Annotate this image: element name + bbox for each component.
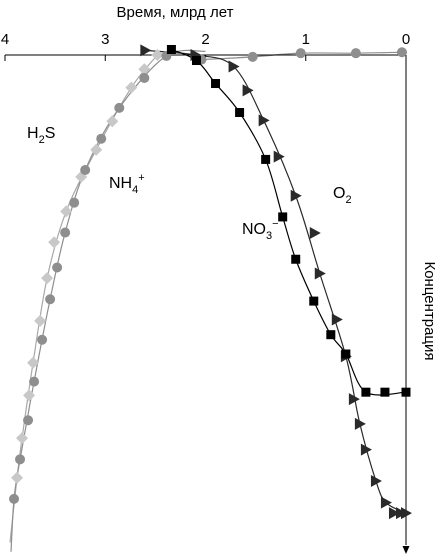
- point-h2s: [138, 63, 151, 76]
- point-no3: [211, 79, 221, 89]
- series-label-no3: NO3−: [242, 218, 279, 242]
- x-tick-label: 0: [402, 31, 410, 48]
- point-nh4: [9, 493, 20, 504]
- point-o2-gray-segment: [295, 48, 306, 59]
- x-tick-label: 3: [101, 31, 109, 48]
- point-no3: [278, 212, 288, 222]
- point-nh4: [23, 415, 34, 426]
- point-no3: [341, 349, 351, 359]
- point-nh4: [139, 73, 150, 83]
- x-tick-label: 4: [1, 31, 9, 48]
- point-o2: [380, 496, 392, 509]
- point-no3: [401, 387, 411, 397]
- x-axis-title: Время, млрд лет: [117, 4, 234, 21]
- point-o2: [242, 84, 254, 97]
- point-nh4: [15, 454, 26, 465]
- series-line-nh4: [10, 49, 206, 552]
- labels-layer: 4 3 2 1 0 Время, млрд лет Концентрация H2S NH4+ O…: [1, 4, 438, 361]
- point-nh4: [29, 376, 40, 387]
- point-h2s: [23, 389, 36, 402]
- point-o2: [273, 150, 285, 163]
- point-no3: [291, 254, 301, 264]
- point-nh4: [114, 102, 125, 113]
- point-nh4: [69, 197, 80, 208]
- point-h2s: [151, 49, 164, 61]
- point-o2-gray-segment: [350, 48, 361, 59]
- point-o2: [388, 507, 400, 520]
- point-o2-gray-segment: [396, 47, 407, 58]
- point-o2: [140, 44, 152, 57]
- point-h2s: [34, 314, 47, 327]
- point-h2s: [48, 236, 61, 249]
- point-nh4: [37, 334, 48, 345]
- x-tick-label: 1: [302, 31, 310, 48]
- point-nh4: [96, 133, 107, 144]
- point-h2s: [106, 115, 119, 128]
- point-o2: [370, 474, 382, 487]
- point-no3: [261, 154, 271, 164]
- series-line-no3: [171, 48, 407, 396]
- point-no3: [191, 56, 201, 66]
- axes-layer: [4, 54, 410, 554]
- point-no3: [166, 44, 176, 54]
- point-h2s: [41, 272, 54, 285]
- point-no3: [309, 296, 319, 306]
- series-label-nh4: NH4+: [109, 172, 145, 196]
- point-o2: [354, 417, 366, 430]
- point-o2: [258, 114, 270, 127]
- series-label-h2s: H2S: [27, 125, 55, 146]
- point-no3: [361, 387, 371, 397]
- point-o2: [331, 313, 343, 326]
- point-o2-gray-segment: [247, 51, 258, 62]
- point-o2: [228, 60, 240, 73]
- point-h2s: [16, 432, 29, 445]
- point-o2: [360, 443, 372, 456]
- point-o2: [348, 393, 360, 406]
- x-tick-label: 2: [201, 31, 209, 48]
- y-axis-title: Концентрация: [421, 261, 438, 360]
- point-o2: [309, 227, 321, 240]
- point-no3: [326, 330, 336, 340]
- point-o2: [314, 267, 326, 280]
- series-line-o2: [145, 49, 407, 514]
- point-h2s: [125, 81, 138, 94]
- point-nh4: [52, 262, 63, 273]
- point-o2: [401, 507, 412, 520]
- point-h2s: [90, 143, 103, 156]
- point-h2s: [60, 205, 73, 218]
- markers-layer: [9, 44, 412, 520]
- point-no3: [235, 108, 245, 117]
- point-o2: [290, 189, 302, 202]
- point-h2s: [27, 356, 40, 369]
- point-nh4: [80, 165, 91, 175]
- point-h2s: [11, 471, 24, 484]
- point-nh4: [45, 294, 56, 305]
- point-nh4: [60, 227, 71, 238]
- point-no3: [380, 387, 390, 397]
- curves-layer: [9, 48, 407, 552]
- y-axis-arrow: [402, 546, 410, 554]
- series-label-o2: O2: [333, 185, 352, 206]
